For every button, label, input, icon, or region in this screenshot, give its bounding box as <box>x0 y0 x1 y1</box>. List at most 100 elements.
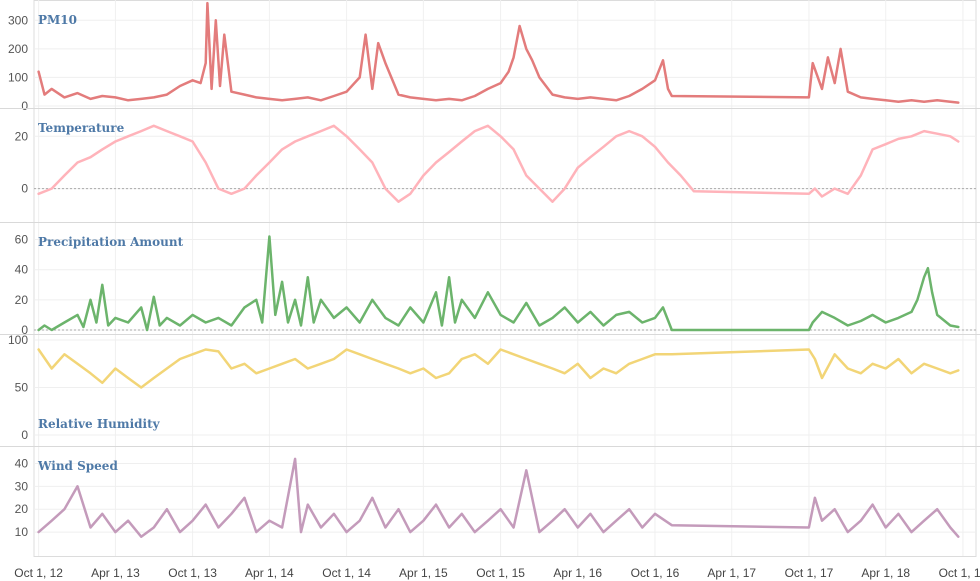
data-point-temperature <box>50 187 53 190</box>
data-point-temperature <box>628 130 630 132</box>
data-point-precipitation-amount <box>294 299 296 301</box>
data-point-wind-speed <box>615 519 617 522</box>
panel-title-precipitation-amount: Precipitation Amount <box>38 235 184 249</box>
data-point-pm10 <box>140 98 142 100</box>
data-point-precipitation-amount <box>409 306 412 309</box>
data-point-precipitation-amount <box>43 324 46 327</box>
data-point-pm10 <box>563 96 566 99</box>
data-point-pm10 <box>833 82 836 84</box>
y-tick-label: 0 <box>21 182 28 196</box>
data-point-pm10 <box>43 93 46 96</box>
data-point-precipitation-amount <box>671 329 673 331</box>
data-point-temperature <box>371 161 374 164</box>
data-point-temperature <box>422 174 425 177</box>
data-point-precipitation-amount <box>884 321 887 324</box>
data-point-pm10 <box>409 96 412 99</box>
data-point-precipitation-amount <box>662 306 664 309</box>
data-point-wind-speed <box>371 497 374 499</box>
data-point-pm10 <box>615 99 617 102</box>
data-point-precipitation-amount <box>281 281 283 283</box>
data-point-pm10 <box>897 100 900 103</box>
data-point-pm10 <box>839 48 842 50</box>
data-point-temperature <box>409 193 412 195</box>
data-point-wind-speed <box>949 526 952 529</box>
data-point-relative-humidity <box>641 358 644 360</box>
data-point-pm10 <box>384 62 387 64</box>
x-tick-label: Oct 1, 13 <box>168 566 217 580</box>
data-point-pm10 <box>448 98 450 100</box>
panel-title-temperature: Temperature <box>38 121 125 135</box>
data-point-relative-humidity <box>860 372 862 375</box>
data-point-precipitation-amount <box>641 321 644 324</box>
data-point-temperature <box>217 187 220 190</box>
data-point-temperature <box>525 174 528 177</box>
data-point-precipitation-amount <box>923 276 925 279</box>
data-point-precipitation-amount <box>114 317 117 319</box>
data-point-temperature <box>693 190 695 192</box>
data-point-relative-humidity <box>255 372 258 375</box>
data-point-temperature <box>397 200 400 203</box>
data-point-relative-humidity <box>409 372 412 375</box>
data-point-temperature <box>563 187 566 190</box>
data-point-precipitation-amount <box>860 320 862 322</box>
data-point-wind-speed <box>320 526 322 529</box>
data-point-wind-speed <box>936 508 938 511</box>
data-point-pm10 <box>435 99 437 102</box>
data-point-pm10 <box>422 98 425 100</box>
data-point-pm10 <box>219 85 221 87</box>
panel-precipitation-amount: 0 20 40 60 Precipitation Amount <box>0 222 980 337</box>
data-point-temperature <box>949 135 952 138</box>
data-point-precipitation-amount <box>268 235 271 238</box>
data-point-precipitation-amount <box>910 311 913 313</box>
data-point-wind-speed <box>50 519 53 522</box>
data-point-relative-humidity <box>384 363 387 365</box>
data-point-relative-humidity <box>821 377 823 379</box>
data-point-precipitation-amount <box>230 324 233 327</box>
data-point-pm10 <box>641 88 644 90</box>
data-point-pm10 <box>101 95 104 97</box>
data-point-temperature <box>358 148 361 151</box>
data-point-wind-speed <box>821 519 823 522</box>
data-point-pm10 <box>179 85 181 87</box>
data-point-temperature <box>577 166 579 169</box>
data-point-temperature <box>243 187 246 190</box>
data-point-temperature <box>89 156 92 158</box>
panel-pm10: 0 100 200 300 PM10 <box>8 1 976 113</box>
data-point-precipitation-amount <box>577 321 579 324</box>
data-point-relative-humidity <box>957 369 960 372</box>
data-point-temperature <box>461 140 463 143</box>
data-point-precipitation-amount <box>312 321 315 324</box>
data-point-pm10 <box>551 93 554 96</box>
y-tick-label: 10 <box>15 525 29 539</box>
data-point-relative-humidity <box>897 358 900 360</box>
data-point-wind-speed <box>814 497 816 499</box>
data-point-wind-speed <box>127 519 129 522</box>
data-point-pm10 <box>230 90 233 93</box>
data-point-wind-speed <box>166 508 168 511</box>
data-point-wind-speed <box>204 503 207 506</box>
data-point-precipitation-amount <box>333 317 335 319</box>
data-point-temperature <box>615 135 617 138</box>
data-point-precipitation-amount <box>358 321 361 324</box>
data-point-precipitation-amount <box>307 276 309 279</box>
data-point-pm10 <box>345 90 348 93</box>
data-point-relative-humidity <box>397 367 400 370</box>
data-point-wind-speed <box>641 526 644 529</box>
data-point-wind-speed <box>499 508 502 511</box>
data-point-wind-speed <box>563 508 566 511</box>
data-point-pm10 <box>397 93 400 96</box>
y-tick-label: 40 <box>15 456 29 470</box>
data-point-temperature <box>37 193 40 195</box>
data-point-wind-speed <box>76 485 79 488</box>
data-point-precipitation-amount <box>243 306 246 309</box>
data-point-relative-humidity <box>538 363 541 365</box>
data-point-wind-speed <box>358 519 361 522</box>
data-point-wind-speed <box>910 531 913 533</box>
series-line-pm10 <box>37 1 960 104</box>
data-point-pm10 <box>76 92 79 94</box>
data-point-pm10 <box>294 98 296 100</box>
data-point-temperature <box>847 193 849 195</box>
data-point-relative-humidity <box>654 353 656 356</box>
data-point-precipitation-amount <box>474 317 476 319</box>
data-point-wind-speed <box>179 531 181 533</box>
